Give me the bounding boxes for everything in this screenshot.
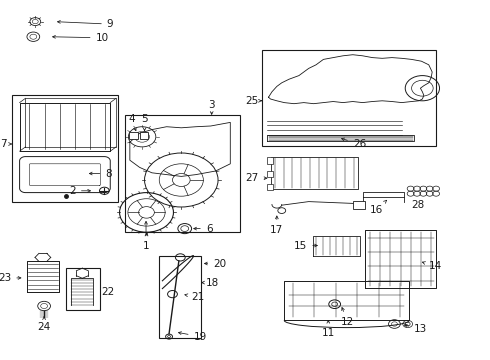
Polygon shape [130, 122, 230, 176]
Polygon shape [365, 230, 436, 288]
Polygon shape [267, 135, 414, 141]
Text: 12: 12 [341, 307, 355, 327]
Bar [267, 157, 273, 164]
Polygon shape [363, 192, 404, 197]
Text: 25: 25 [245, 96, 261, 106]
Text: 20: 20 [204, 258, 226, 269]
Text: 6: 6 [194, 224, 213, 234]
Polygon shape [284, 281, 409, 320]
Text: 2: 2 [69, 186, 91, 196]
Text: 15: 15 [294, 240, 318, 251]
Text: 4: 4 [128, 114, 136, 131]
Polygon shape [27, 261, 59, 292]
Text: 19: 19 [178, 332, 207, 342]
Bar [140, 132, 148, 139]
Polygon shape [313, 236, 360, 256]
Text: 16: 16 [369, 200, 387, 215]
Text: 18: 18 [202, 278, 219, 288]
Bar [125, 115, 240, 232]
Bar [267, 184, 273, 190]
Text: 3: 3 [208, 100, 215, 114]
Text: 23: 23 [0, 273, 21, 283]
Text: 8: 8 [89, 168, 112, 179]
Text: 26: 26 [342, 138, 366, 149]
Polygon shape [269, 55, 432, 104]
Text: 24: 24 [37, 316, 51, 332]
Text: 14: 14 [422, 261, 442, 271]
Text: 17: 17 [270, 216, 284, 235]
Text: 5: 5 [141, 114, 148, 131]
Text: 7: 7 [0, 139, 12, 149]
Bar [267, 171, 273, 177]
Bar [129, 132, 138, 139]
Bar [66, 268, 100, 310]
Text: 9: 9 [57, 19, 114, 29]
Text: 21: 21 [185, 292, 204, 302]
Text: 1: 1 [143, 221, 149, 251]
Bar [353, 201, 365, 209]
Text: 28: 28 [412, 200, 425, 210]
Text: 11: 11 [321, 320, 335, 338]
Bar [159, 256, 201, 338]
Text: 27: 27 [245, 173, 267, 183]
Bar [262, 50, 436, 146]
Text: 13: 13 [404, 324, 427, 334]
Text: 10: 10 [52, 33, 109, 43]
Text: 22: 22 [101, 287, 115, 297]
Bar [12, 95, 118, 202]
